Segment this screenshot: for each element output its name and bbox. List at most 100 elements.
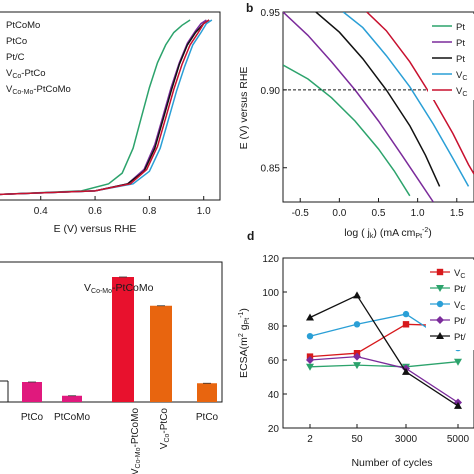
- d-legend-label-0: VC: [454, 268, 465, 280]
- d-point-1-3: [454, 358, 462, 366]
- b-xtick-label-4: 1.5: [450, 208, 464, 219]
- a-series-line-0: [0, 19, 191, 196]
- panel-b: b -0.5 0.0 0.5 1.0 1.5 0.85 0.90 0.95 Pt Pt Pt VC V…: [238, 1, 474, 240]
- d-ytick-label-3: 80: [268, 322, 280, 333]
- d-point-4-1: [353, 291, 361, 299]
- panel-d-ticks: 20 40 60 80 100 120 2 50 3000 5000: [262, 254, 469, 445]
- d-legend-label-4: Pt/: [454, 332, 466, 343]
- panel-b-ylabel: E (V) versus RHE: [238, 67, 250, 150]
- panel-a-frame: [0, 11, 221, 201]
- b-legend-label-0: Pt: [456, 22, 465, 33]
- d-legend-label-1: Pt/: [454, 284, 466, 295]
- panel-c: VCo-Mo-PtCoMo PtCo PtCoMo VCo-Mo-PtCoMo …: [0, 261, 223, 474]
- b-legend-label-4: VC: [456, 86, 467, 98]
- d-point-2-0: [306, 333, 314, 340]
- d-legend-marker-0: [436, 268, 444, 276]
- b-series-line-3: [342, 12, 470, 187]
- c-bar-0: [22, 382, 42, 402]
- panel-a-xticks: 0.4 0.6 0.8 1.0: [34, 196, 211, 217]
- d-ytick-label-5: 120: [262, 254, 279, 265]
- panel-d-ylabel: ECSA(m2 gPt-1): [238, 308, 251, 378]
- c-bar-2: [112, 277, 134, 402]
- d-xtick-label-1: 50: [351, 434, 363, 445]
- panel-c-frame: [0, 261, 223, 403]
- panel-c-bars: [0, 276, 217, 402]
- legend-a-vco-ptco: VCo-PtCo: [6, 68, 46, 80]
- b-legend-label-2: Pt: [456, 54, 465, 65]
- d-point-3-1: [353, 352, 361, 361]
- b-ytick-label-0: 0.85: [261, 164, 281, 175]
- a-xtick-label-1: 0.6: [88, 206, 102, 217]
- panel-a-legend: PtCoMo PtCo Pt/C VCo-PtCo VCo-Mo-PtCoMo: [6, 20, 71, 96]
- panel-c-xticks: PtCo PtCoMo VCo-Mo-PtCoMo VCo-PtCo PtCo: [21, 408, 219, 474]
- b-legend-label-3: VC: [456, 70, 467, 82]
- a-series-line-3: [0, 19, 213, 196]
- a-xtick-label-3: 1.0: [197, 206, 211, 217]
- panel-b-xlabel: log ( jk) (mA cmPt-2): [344, 227, 432, 240]
- panel-a-xlabel: E (V) versus RHE: [54, 223, 137, 235]
- d-ytick-label-0: 20: [268, 424, 280, 435]
- b-legend-bg: [428, 14, 474, 100]
- d-point-4-0: [306, 313, 314, 321]
- legend-a-ptcomo: PtCoMo: [6, 20, 40, 31]
- b-xtick-label-1: 0.0: [332, 208, 346, 219]
- panel-a-series: [0, 19, 213, 196]
- c-tick-ptco-2: PtCo: [196, 412, 219, 423]
- d-legend-label-3: Pt/: [454, 316, 466, 327]
- panel-d-frame: [282, 257, 474, 429]
- d-legend-marker-3: [436, 316, 444, 324]
- panel-c-annotation: VCo-Mo-PtCoMo: [84, 282, 154, 295]
- b-legend-label-1: Pt: [456, 38, 465, 49]
- d-point-2-1: [353, 321, 361, 328]
- d-point-2-2: [402, 310, 410, 318]
- panel-b-legend: Pt Pt Pt VC VC: [428, 14, 474, 100]
- b-xtick-label-0: -0.5: [292, 208, 310, 219]
- panel-d-series: [306, 291, 462, 409]
- panel-d-letter: d: [247, 229, 254, 243]
- b-xtick-label-2: 0.5: [372, 208, 386, 219]
- d-legend-marker-2: [436, 300, 444, 308]
- legend-a-ptco: PtCo: [6, 36, 27, 47]
- d-xtick-label-3: 5000: [447, 434, 470, 445]
- b-ytick-label-2: 0.95: [261, 8, 281, 19]
- a-series-line-1: [0, 19, 207, 196]
- panel-d-legend: VC Pt/VC Pt/Pt/: [426, 260, 474, 350]
- d-series-line-1: [309, 361, 459, 368]
- panel-b-letter: b: [246, 1, 253, 15]
- d-xtick-label-2: 3000: [395, 434, 418, 445]
- c-tick-ptcomo: PtCoMo: [54, 412, 91, 423]
- d-legend-marker-4: [436, 332, 444, 339]
- d-xtick-label-0: 2: [307, 434, 313, 445]
- c-bar-3: [150, 305, 172, 402]
- c-tick-vco-ptco: VCo-PtCo: [159, 408, 171, 450]
- d-point-3-0: [306, 356, 314, 364]
- a-series-line-2: [0, 19, 210, 196]
- d-legend-bg: [426, 260, 474, 350]
- d-series-line-3: [309, 355, 459, 404]
- b-series-line-1: [283, 12, 434, 202]
- b-ytick-label-1: 0.90: [261, 86, 281, 97]
- d-point-4-3: [454, 401, 462, 409]
- d-ytick-label-2: 60: [268, 356, 280, 367]
- d-legend-label-2: VC: [454, 300, 465, 312]
- d-ytick-label-1: 40: [268, 390, 280, 401]
- c-tick-ptco-1: PtCo: [21, 412, 44, 423]
- b-series-line-0: [283, 64, 411, 197]
- c-tick-vcomo-ptcomo: VCo-Mo-PtCoMo: [130, 408, 142, 474]
- legend-a-ptc: Pt/C: [6, 52, 25, 63]
- d-series-line-4: [309, 294, 459, 407]
- c-bar-4: [197, 383, 217, 402]
- d-point-0-2: [402, 321, 410, 328]
- panel-d: d 20 40 60 80 100 120 2 50 3000 5000 VC Pt/VC Pt/Pt…: [238, 229, 474, 469]
- c-bar-1: [62, 395, 82, 402]
- panel-b-ticks: -0.5 0.0 0.5 1.0 1.5 0.85 0.90 0.95: [261, 8, 465, 219]
- a-xtick-label-0: 0.4: [34, 206, 48, 217]
- panel-d-xlabel: Number of cycles: [351, 457, 432, 469]
- b-xtick-label-3: 1.0: [411, 208, 425, 219]
- d-point-4-2: [402, 367, 410, 375]
- legend-a-vcomo-ptcomo: VCo-Mo-PtCoMo: [6, 84, 71, 96]
- panel-a: 0.4 0.6 0.8 1.0 PtCoMo PtCo Pt/C VCo-PtCo V…: [0, 11, 221, 235]
- d-point-1-1: [353, 362, 361, 370]
- d-ytick-label-4: 100: [262, 288, 279, 299]
